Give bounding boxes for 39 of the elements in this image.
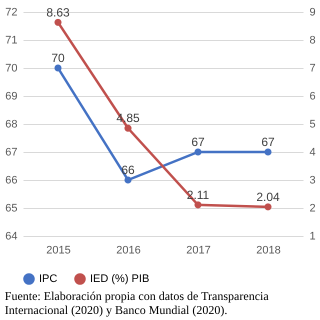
y2-tick-label: 1: [310, 230, 316, 242]
point: [194, 201, 202, 208]
legend-label: IED (%) PIB: [90, 273, 150, 285]
y2-tick-label: 2: [310, 202, 316, 214]
data-label: 67: [261, 135, 275, 149]
point: [264, 148, 272, 156]
point: [54, 18, 62, 26]
y2-tick-label: 5: [310, 118, 316, 130]
point: [54, 64, 62, 72]
data-label: 8.63: [46, 5, 70, 20]
y-tick-label: 66: [5, 174, 18, 186]
y-tick-label: 71: [5, 34, 18, 46]
x-tick-label: 2017: [186, 244, 211, 256]
data-label: 2.04: [256, 190, 280, 204]
y-tick-label: 70: [5, 62, 18, 74]
x-tick-label: 2015: [46, 244, 71, 256]
y2-tick-label: 9: [310, 6, 316, 18]
y-tick-label: 67: [5, 146, 18, 158]
data-label: 70: [51, 51, 65, 65]
point: [194, 148, 202, 156]
legend-label: IPC: [39, 273, 58, 285]
y-tick-label: 64: [5, 230, 18, 242]
y-tick-label: 68: [5, 118, 18, 130]
y2-tick-label: 3: [310, 174, 316, 186]
data-label: 66: [121, 163, 135, 177]
y2-tick-label: 8: [310, 34, 316, 46]
source-note: Fuente: Elaboración propia con datos de Transparencia Internacional (2020) y Banco Mundial (2020).: [4, 289, 270, 317]
y2-tick-label: 7: [310, 62, 316, 74]
data-label: 67: [191, 135, 205, 149]
point: [124, 176, 132, 184]
x-tick-label: 2016: [116, 244, 141, 256]
point: [124, 124, 132, 132]
point: [264, 203, 272, 210]
y-tick-label: 65: [5, 202, 18, 214]
y2-tick-label: 4: [310, 146, 316, 158]
y2-tick-label: 6: [310, 90, 316, 102]
y-tick-label: 72: [5, 6, 18, 18]
y-tick-label: 69: [5, 90, 18, 102]
x-tick-label: 2018: [256, 244, 281, 256]
